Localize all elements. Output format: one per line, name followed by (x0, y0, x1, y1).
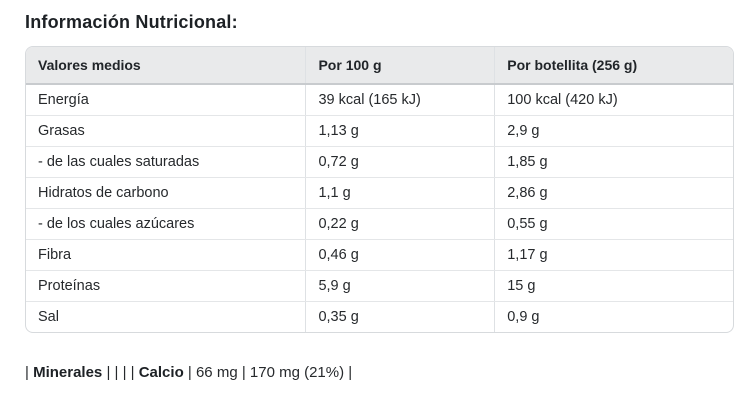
mineral-value-text: | 66 mg | 170 mg (21%) | (183, 364, 353, 381)
nutrient-label: - de los cuales azúcares (26, 208, 306, 240)
column-header-por-100g: Por 100 g (305, 47, 495, 85)
nutrient-label: Energía (26, 84, 306, 116)
nutrient-value: 0,72 g (305, 146, 495, 178)
nutrient-value: 2,86 g (494, 177, 733, 209)
table-row: Sal 0,35 g 0,9 g (26, 301, 733, 332)
nutrient-value: 1,1 g (305, 177, 495, 209)
table-row: Fibra 0,46 g 1,17 g (26, 239, 733, 271)
table-row: Energía 39 kcal (165 kJ) 100 kcal (420 kJ) (26, 84, 733, 116)
nutrient-value: 100 kcal (420 kJ) (494, 84, 733, 116)
mineral-value-text: | | | | (102, 364, 139, 381)
nutrient-label: Grasas (26, 115, 306, 147)
nutrient-label: Proteínas (26, 270, 306, 302)
nutrient-value: 15 g (494, 270, 733, 302)
nutrient-value: 0,46 g (305, 239, 495, 271)
column-header-por-botellita: Por botellita (256 g) (494, 47, 733, 85)
mineral-term: Calcio (138, 364, 184, 381)
nutrient-value: 0,9 g (494, 301, 733, 332)
nutrient-value: 0,55 g (494, 208, 733, 240)
table-row: Grasas 1,13 g 2,9 g (26, 115, 733, 147)
nutrient-value: 0,35 g (305, 301, 495, 332)
nutrient-value: 1,13 g (305, 115, 495, 147)
nutrient-value: 0,22 g (305, 208, 495, 240)
nutrient-label: - de las cuales saturadas (26, 146, 306, 178)
mineral-value-text: | (25, 364, 34, 381)
column-header-valores-medios: Valores medios (26, 47, 306, 85)
nutrient-value: 39 kcal (165 kJ) (305, 84, 495, 116)
mineral-term: Minerales (33, 364, 103, 381)
table-row: - de los cuales azúcares 0,22 g 0,55 g (26, 208, 733, 240)
table-body: Energía 39 kcal (165 kJ) 100 kcal (420 kJ)… (26, 84, 733, 332)
nutrition-table: Valores medios Por 100 g Por botellita (… (26, 47, 733, 332)
table-header: Valores medios Por 100 g Por botellita (… (26, 47, 733, 85)
table-header-row: Valores medios Por 100 g Por botellita (… (26, 47, 733, 85)
table-row: Hidratos de carbono 1,1 g 2,86 g (26, 177, 733, 209)
nutrition-table-container: Valores medios Por 100 g Por botellita (… (25, 46, 734, 333)
nutrition-info-page: Información Nutricional: Valores medios … (25, 12, 734, 381)
nutrient-label: Fibra (26, 239, 306, 271)
table-row: - de las cuales saturadas 0,72 g 1,85 g (26, 146, 733, 178)
table-row: Proteínas 5,9 g 15 g (26, 270, 733, 302)
page-title: Información Nutricional: (25, 12, 238, 32)
nutrient-label: Sal (38, 309, 59, 325)
nutrient-value: 5,9 g (305, 270, 495, 302)
nutrient-value: 1,17 g (494, 239, 733, 271)
nutrient-value: 2,9 g (494, 115, 733, 147)
nutrient-label: Hidratos de carbono (26, 177, 306, 209)
minerals-line: | Minerales | | | | Calcio | 66 mg | 170… (25, 364, 734, 381)
nutrient-value: 1,85 g (494, 146, 733, 178)
